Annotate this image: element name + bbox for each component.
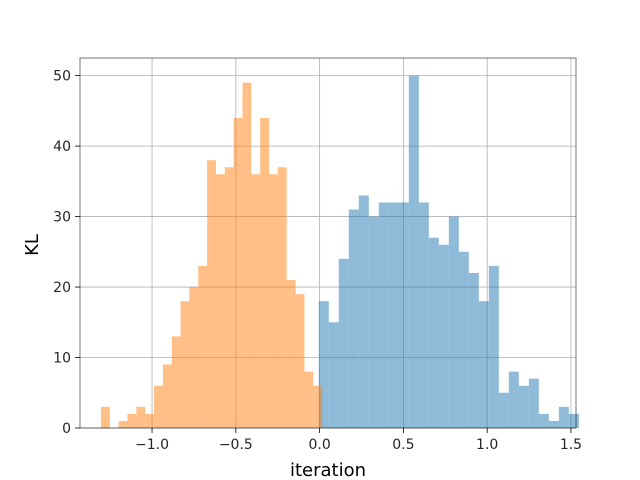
- histogram-bar-series-2: [207, 160, 216, 428]
- y-axis-label: KL: [22, 234, 43, 256]
- histogram-bar-series-1: [488, 265, 499, 428]
- x-axis: −1.0 −0.5 0.0 0.5 1.0 1.5: [135, 428, 582, 453]
- histogram-bar-series-2: [198, 265, 208, 428]
- histogram-bar-series-1: [388, 202, 399, 428]
- histogram-bar-series-1: [338, 258, 349, 428]
- histogram-bar-series-1: [398, 202, 409, 428]
- histogram-bar-series-2: [118, 420, 128, 428]
- histogram-bar-series-2: [233, 117, 243, 429]
- histogram-bar-series-2: [100, 406, 110, 428]
- histogram-bar-series-1: [418, 202, 429, 428]
- x-tick-label: 1.0: [476, 437, 498, 453]
- histogram-bar-series-1: [518, 385, 529, 428]
- bars: [100, 75, 579, 429]
- histogram-bar-series-1: [458, 251, 469, 428]
- histogram-bar-series-2: [189, 287, 199, 428]
- histogram-bar-series-2: [136, 406, 146, 428]
- histogram-bar-series-2: [145, 413, 155, 428]
- x-tick-label: 0.5: [392, 437, 414, 453]
- histogram-bar-series-1: [528, 378, 539, 428]
- y-tick-label: 10: [53, 351, 71, 367]
- histogram-bar-series-2: [171, 336, 181, 428]
- x-axis-label: iteration: [290, 460, 366, 480]
- histogram-bar-series-2: [269, 174, 278, 428]
- histogram-bar-series-1: [428, 237, 439, 428]
- x-tick-label: 0.0: [308, 437, 330, 453]
- histogram-bar-series-2: [295, 294, 305, 428]
- histogram-bar-series-1: [348, 209, 359, 428]
- x-tick-label: −1.0: [135, 437, 169, 453]
- histogram-bar-series-2: [162, 364, 172, 428]
- histogram-bar-series-2: [215, 174, 225, 428]
- y-tick-label: 30: [53, 210, 71, 226]
- axes-frame: [79, 57, 577, 429]
- histogram-bar-series-1: [318, 301, 329, 428]
- x-tick-label: 1.5: [560, 437, 582, 453]
- y-tick-label: 0: [62, 421, 71, 437]
- histogram-bar-series-1: [498, 392, 509, 428]
- histogram-bar-series-1: [378, 202, 389, 428]
- y-tick-label: 20: [53, 280, 71, 296]
- histogram-bar-series-2: [180, 301, 190, 428]
- histogram-bar-series-2: [286, 280, 296, 428]
- histogram-bar-series-1: [548, 420, 559, 428]
- y-tick-label: 40: [53, 139, 71, 155]
- histogram-bar-series-1: [558, 406, 569, 428]
- histogram-bar-series-1: [478, 301, 489, 428]
- x-tick-label: −0.5: [219, 437, 253, 453]
- histogram-bar-series-1: [538, 413, 549, 428]
- histogram-bar-series-1: [468, 272, 479, 428]
- histogram-bar-series-2: [154, 385, 163, 428]
- histogram-bar-series-2: [260, 117, 270, 429]
- y-axis: 0 10 20 30 40 50: [53, 69, 80, 437]
- histogram-bar-series-1: [368, 216, 379, 428]
- y-tick-label: 50: [53, 69, 71, 85]
- histogram-bar-series-2: [242, 82, 252, 429]
- histogram-bar-series-1: [328, 322, 339, 428]
- histogram-bar-series-2: [304, 371, 314, 428]
- histogram-bar-series-2: [127, 413, 137, 428]
- histogram-bar-series-2: [313, 385, 323, 428]
- histogram-bar-series-1: [358, 195, 369, 428]
- histogram-bar-series-1: [508, 371, 519, 428]
- histogram-bar-series-1: [568, 413, 579, 428]
- histogram-bar-series-1: [438, 244, 449, 428]
- histogram-bar-series-2: [251, 174, 261, 428]
- histogram-bar-series-2: [224, 167, 234, 428]
- histogram-bar-series-1: [448, 216, 459, 428]
- histogram-bar-series-2: [277, 167, 287, 428]
- histogram-bar-series-1: [408, 75, 419, 428]
